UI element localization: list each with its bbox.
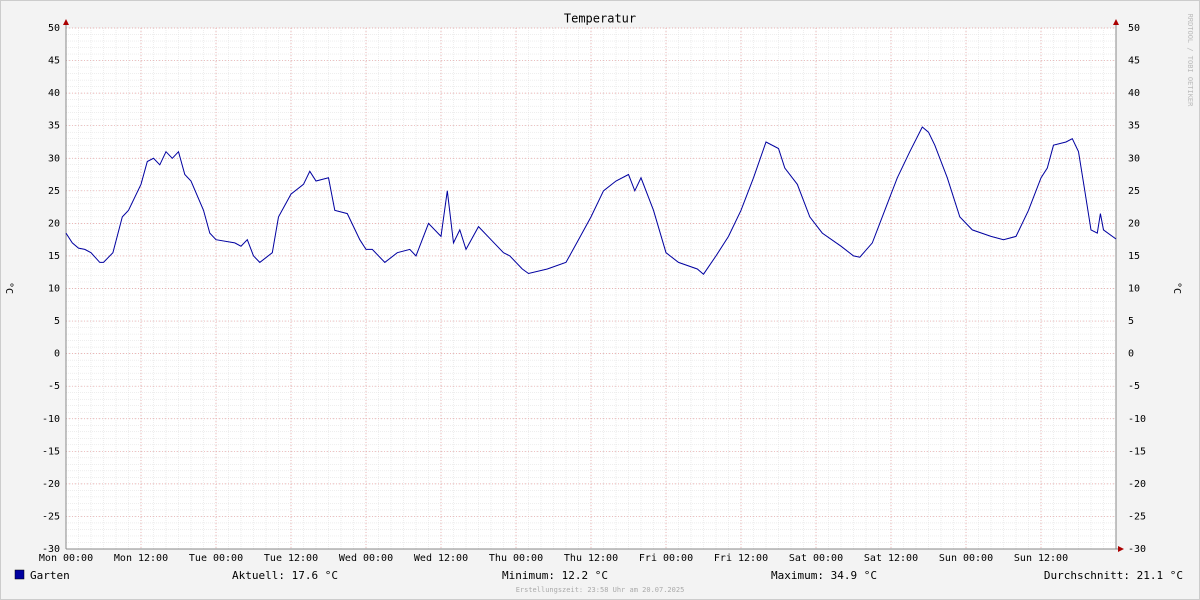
y-tick-label: 0 bbox=[54, 349, 60, 360]
legend-swatch bbox=[14, 569, 25, 580]
x-tick-label: Fri 12:00 bbox=[714, 553, 768, 564]
y-tick-label: 35 bbox=[48, 121, 60, 132]
y-tick-label: 50 bbox=[48, 23, 60, 34]
stat: Maximum: 34.9 °C bbox=[771, 569, 877, 582]
x-tick-label: Sun 12:00 bbox=[1014, 553, 1068, 564]
arrow bbox=[63, 19, 69, 25]
stat: Durchschnitt: 21.1 °C bbox=[1044, 569, 1183, 582]
y2-tick-label: 0 bbox=[1128, 349, 1134, 360]
y2-tick-label: 45 bbox=[1128, 56, 1140, 67]
y-tick-label: -15 bbox=[42, 446, 60, 457]
x-tick-label: Sun 00:00 bbox=[939, 553, 993, 564]
y-tick-label: 45 bbox=[48, 56, 60, 67]
y2-tick-label: 35 bbox=[1128, 121, 1140, 132]
x-tick-label: Mon 00:00 bbox=[39, 553, 93, 564]
y2-tick-label: 40 bbox=[1128, 88, 1140, 99]
y-tick-label: -10 bbox=[42, 414, 60, 425]
legend-label: Garten bbox=[30, 569, 70, 582]
x-tick-label: Fri 00:00 bbox=[639, 553, 693, 564]
y-tick-label: 40 bbox=[48, 88, 60, 99]
x-tick-label: Wed 00:00 bbox=[339, 553, 393, 564]
y2-tick-label: -10 bbox=[1128, 414, 1146, 425]
y2-tick-label: 25 bbox=[1128, 186, 1140, 197]
x-tick-label: Sat 00:00 bbox=[789, 553, 843, 564]
y-tick-label: -25 bbox=[42, 511, 60, 522]
y2-tick-label: -15 bbox=[1128, 446, 1146, 457]
y2-tick-label: -20 bbox=[1128, 479, 1146, 490]
stat: Aktuell: 17.6 °C bbox=[232, 569, 338, 582]
x-tick-label: Mon 12:00 bbox=[114, 553, 168, 564]
y2-tick-label: 5 bbox=[1128, 316, 1134, 327]
y-tick-label: 5 bbox=[54, 316, 60, 327]
y-tick-label: -5 bbox=[48, 381, 60, 392]
stat: Minimum: 12.2 °C bbox=[502, 569, 608, 582]
y-tick-label: 20 bbox=[48, 218, 60, 229]
chart-title: Temperatur bbox=[564, 12, 636, 26]
y2-tick-label: -5 bbox=[1128, 381, 1140, 392]
y-tick-label: -20 bbox=[42, 479, 60, 490]
y2-axis-label: °C bbox=[1171, 282, 1182, 294]
y2-tick-label: 10 bbox=[1128, 284, 1140, 295]
watermark: RRDTOOL / TOBI OETIKER bbox=[1186, 14, 1194, 108]
arrow bbox=[1113, 19, 1119, 25]
y-tick-label: 15 bbox=[48, 251, 60, 262]
y-tick-label: 30 bbox=[48, 153, 60, 164]
y2-tick-label: 20 bbox=[1128, 218, 1140, 229]
y2-tick-label: 50 bbox=[1128, 23, 1140, 34]
y-tick-label: 10 bbox=[48, 284, 60, 295]
y2-tick-label: 15 bbox=[1128, 251, 1140, 262]
y2-tick-label: 30 bbox=[1128, 153, 1140, 164]
y-tick-label: -30 bbox=[42, 544, 60, 555]
arrow bbox=[1118, 546, 1124, 552]
x-tick-label: Tue 12:00 bbox=[264, 553, 318, 564]
footer: Erstellungszeit: 23:58 Uhr am 20.07.2025 bbox=[516, 586, 685, 594]
x-tick-label: Thu 12:00 bbox=[564, 553, 618, 564]
y-axis-label: °C bbox=[3, 282, 14, 294]
x-tick-label: Tue 00:00 bbox=[189, 553, 243, 564]
y2-tick-label: -25 bbox=[1128, 511, 1146, 522]
x-tick-label: Thu 00:00 bbox=[489, 553, 543, 564]
x-tick-label: Wed 12:00 bbox=[414, 553, 468, 564]
y2-tick-label: -30 bbox=[1128, 544, 1146, 555]
line bbox=[65, 126, 1117, 275]
x-tick-label: Sat 12:00 bbox=[864, 553, 918, 564]
y-tick-label: 25 bbox=[48, 186, 60, 197]
